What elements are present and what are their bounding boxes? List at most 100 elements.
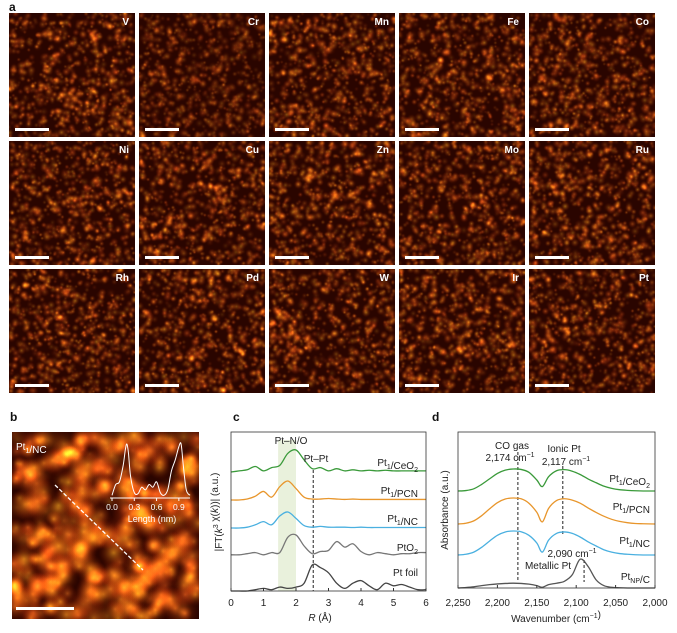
tile-mn: Mn	[269, 13, 395, 137]
scale-bar	[145, 256, 179, 259]
series-label: Pt1/CeO2	[377, 458, 418, 474]
element-label: Ru	[635, 145, 649, 156]
x-tick-label: 2,250	[445, 598, 470, 609]
element-label: Pt	[639, 273, 649, 284]
element-label: Ni	[119, 145, 129, 156]
haadf-image	[269, 13, 395, 137]
element-label: Mo	[504, 145, 519, 156]
series-line-1	[457, 497, 656, 525]
panel-label-a: a	[9, 0, 16, 14]
annotation-co-gas: CO gas	[495, 441, 529, 452]
scale-bar	[405, 256, 439, 259]
element-label: W	[379, 273, 389, 284]
panel-label-d: d	[432, 410, 440, 424]
series-line-0	[230, 449, 426, 473]
annotation-metallic-value: 2,090 cm−1	[547, 548, 596, 560]
annotation-co-gas-value: 2,174 cm−1	[485, 452, 534, 464]
series-line-2	[457, 530, 656, 556]
annotation-ionic-pt-value: 2,117 cm−1	[542, 456, 590, 468]
scale-bar	[145, 384, 179, 387]
annotation-ionic-pt: Ionic Pt	[547, 444, 581, 455]
tile-ir: Ir	[399, 269, 525, 393]
element-label: Cr	[247, 17, 259, 28]
series-label: PtO2	[397, 543, 418, 556]
inset-tick-label: 0.3	[128, 502, 140, 512]
scale-bar	[15, 256, 49, 259]
element-label: Mn	[374, 17, 389, 28]
haadf-image	[399, 13, 525, 137]
scale-bar	[145, 128, 179, 131]
sample-label: Pt1/NC	[16, 442, 47, 456]
panel-label-c: c	[233, 410, 240, 424]
scale-bar	[535, 256, 569, 259]
series-label: Pt foil	[393, 568, 418, 579]
series-label: Pt1/PCN	[613, 502, 650, 516]
haadf-image	[529, 13, 655, 137]
series-label: PtNP/C	[621, 572, 650, 586]
x-tick-label: 2,000	[642, 598, 667, 609]
haadf-image	[529, 141, 655, 265]
x-tick-label: 4	[358, 598, 364, 609]
y-axis-label: |FT(k3 χ(k))| (a.u.)	[210, 473, 225, 552]
haadf-image	[399, 269, 525, 393]
haadf-image	[9, 13, 135, 137]
scale-bar	[275, 384, 309, 387]
series-line-0	[457, 468, 656, 492]
tile-ru: Ru	[529, 141, 655, 265]
tile-zn: Zn	[269, 141, 395, 265]
scale-bar	[535, 384, 569, 387]
x-axis-label: R (Å)	[308, 611, 331, 624]
tile-cr: Cr	[139, 13, 265, 137]
element-label: Pd	[246, 273, 259, 284]
haadf-image	[529, 269, 655, 393]
tile-co: Co	[529, 13, 655, 137]
scale-bar	[405, 384, 439, 387]
x-axis-label: Wavenumber (cm−1)	[511, 610, 601, 625]
scale-bar	[16, 607, 74, 610]
tile-pd: Pd	[139, 269, 265, 393]
haadf-image	[9, 269, 135, 393]
haadf-image	[139, 141, 265, 265]
element-label: Fe	[507, 17, 519, 28]
x-tick-label: 2	[293, 598, 299, 609]
scale-bar	[275, 128, 309, 131]
tile-mo: Mo	[399, 141, 525, 265]
haadf-image	[9, 141, 135, 265]
panel-label-b: b	[10, 410, 18, 424]
inset-profile-line	[111, 442, 191, 496]
x-tick-label: 0	[228, 598, 234, 609]
series-label: Pt1/NC	[387, 514, 418, 528]
haadf-image	[139, 269, 265, 393]
element-label: Rh	[115, 273, 129, 284]
annotation-pt-n-o: Pt–N/O	[275, 436, 308, 447]
y-axis-label: Absorbance (a.u.)	[440, 470, 451, 550]
shaded-region	[278, 440, 296, 591]
tile-fe: Fe	[399, 13, 525, 137]
element-label: Co	[635, 17, 649, 28]
series-line-2	[230, 511, 426, 529]
tile-pt: Pt	[529, 269, 655, 393]
tile-cu: Cu	[139, 141, 265, 265]
haadf-image	[269, 269, 395, 393]
x-tick-label: 2,200	[485, 598, 510, 609]
x-tick-label: 1	[261, 598, 267, 609]
scale-bar	[15, 384, 49, 387]
inset-tick-label: 0.0	[106, 502, 118, 512]
x-tick-label: 5	[391, 598, 397, 609]
series-label: Pt1/CeO2	[609, 474, 650, 490]
haadf-image	[399, 141, 525, 265]
haadf-image	[139, 13, 265, 137]
series-label: Pt1/PCN	[381, 486, 418, 500]
tile-w: W	[269, 269, 395, 393]
element-label: V	[122, 17, 129, 28]
x-tick-label: 2,050	[603, 598, 628, 609]
element-label: Zn	[376, 145, 389, 156]
tile-ni: Ni	[9, 141, 135, 265]
scale-bar	[275, 256, 309, 259]
annotation-pt-pt: Pt–Pt	[304, 454, 329, 465]
annotation-metallic-pt: Metallic Pt	[525, 561, 571, 572]
element-label: Cu	[245, 145, 259, 156]
x-tick-label: 3	[326, 598, 332, 609]
scale-bar	[15, 128, 49, 131]
